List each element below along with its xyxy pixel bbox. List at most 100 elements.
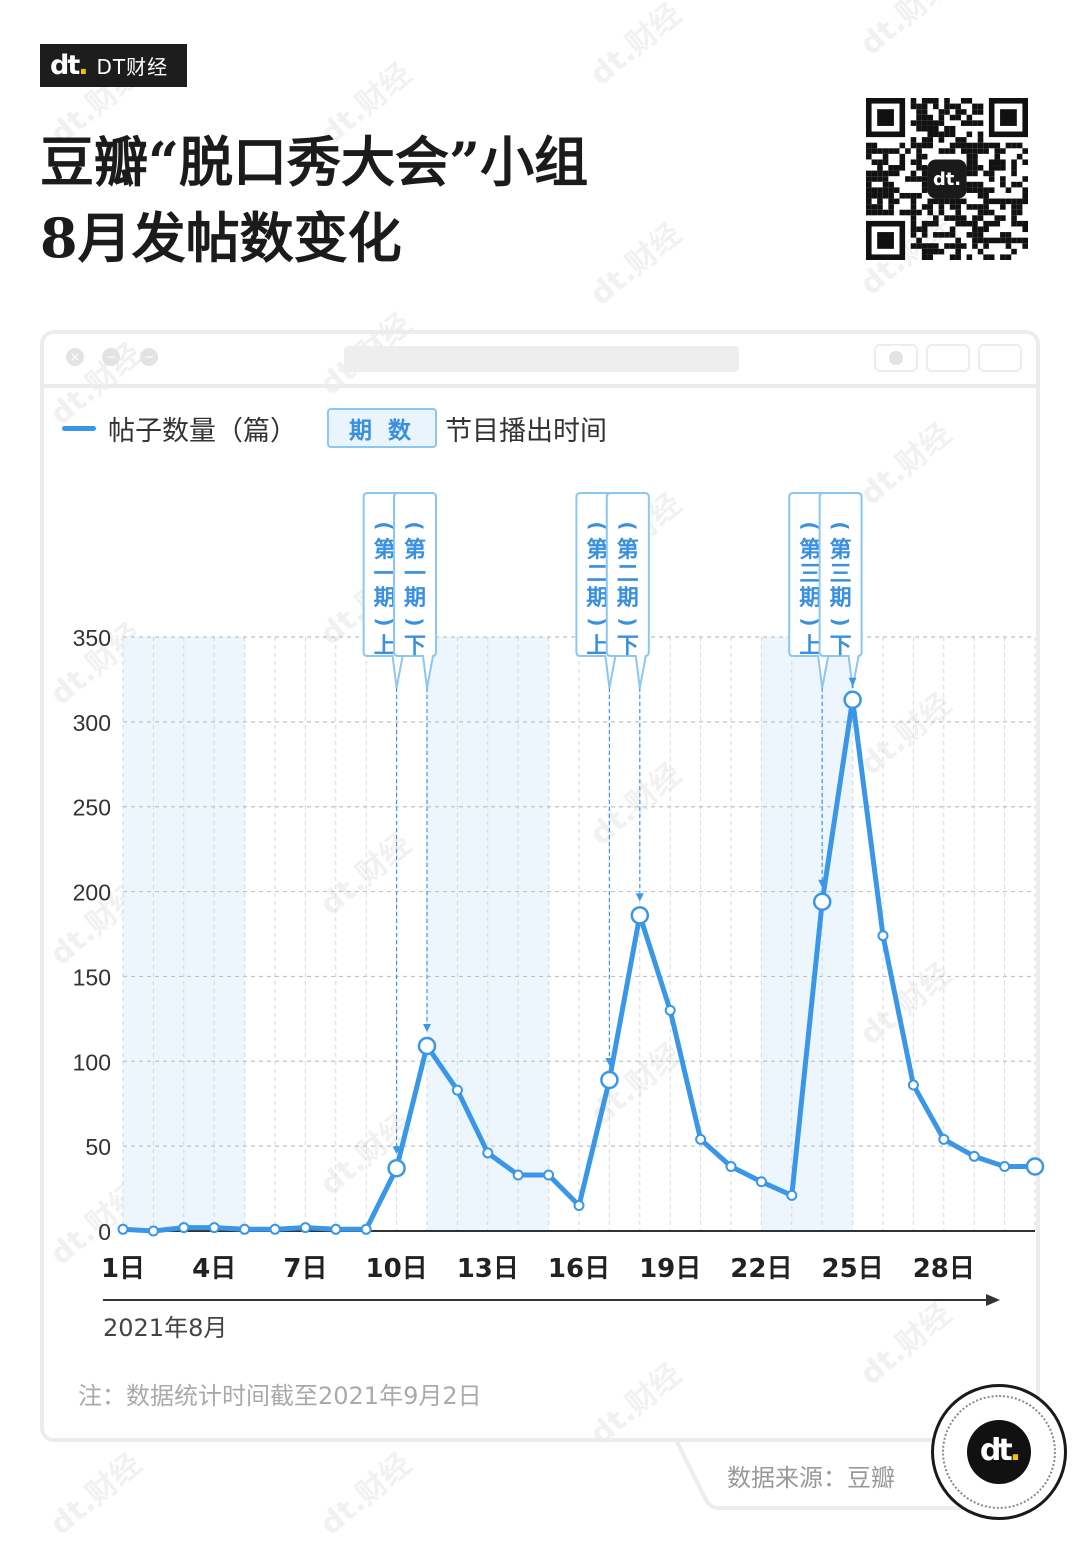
qr-module xyxy=(1016,153,1023,160)
data-point xyxy=(269,1223,281,1235)
qr-module xyxy=(1022,176,1028,182)
qr-module xyxy=(910,137,917,143)
qr-module xyxy=(910,243,917,249)
qr-module xyxy=(882,181,889,188)
x-tick-label: 25日 xyxy=(822,1254,884,1284)
qr-module xyxy=(1005,243,1012,249)
qr-module xyxy=(972,165,978,171)
qr-module xyxy=(983,170,989,177)
qr-module xyxy=(955,109,961,115)
round-brand-logo: dt. xyxy=(931,1384,1067,1520)
qr-module xyxy=(877,209,883,216)
data-point xyxy=(360,1223,372,1235)
qr-module xyxy=(977,142,984,149)
callout-char: ( xyxy=(829,521,853,530)
qr-module xyxy=(938,148,945,154)
qr-module xyxy=(1016,181,1023,188)
qr-module xyxy=(1005,232,1012,238)
qr-module xyxy=(1000,181,1006,188)
qr-module xyxy=(994,215,1001,221)
qr-module xyxy=(882,192,889,199)
qr-module xyxy=(1005,187,1012,193)
qr-module xyxy=(916,109,922,115)
qr-module xyxy=(949,215,956,221)
qr-module xyxy=(966,187,973,193)
data-point xyxy=(299,1222,311,1234)
qr-module xyxy=(888,198,894,205)
qr-module xyxy=(921,220,928,227)
data-point xyxy=(812,892,832,912)
qr-module xyxy=(972,237,978,244)
callout-char: ( xyxy=(585,521,609,530)
qr-module xyxy=(899,192,906,199)
data-source: 数据来源：豆瓣 xyxy=(727,1464,895,1492)
qr-module xyxy=(916,237,922,244)
qr-module xyxy=(1005,237,1012,244)
qr-module xyxy=(916,226,922,233)
callout-char: 第 xyxy=(586,537,608,563)
x-tick-label: 10日 xyxy=(366,1254,428,1284)
qr-module xyxy=(1022,226,1028,233)
qr-module xyxy=(972,109,978,115)
qr-module xyxy=(972,187,978,193)
zoom-icon: − xyxy=(140,348,158,366)
qr-module xyxy=(1022,198,1028,205)
qr-module xyxy=(966,170,973,177)
callout-char: ( xyxy=(403,521,427,530)
qr-module xyxy=(866,148,872,154)
qr-module xyxy=(955,209,961,216)
qr-module xyxy=(983,204,989,210)
qr-module xyxy=(949,254,956,260)
callout-char: ) xyxy=(585,617,609,626)
qr-module xyxy=(921,142,928,149)
qr-module xyxy=(949,103,956,110)
callout-char: ) xyxy=(829,617,853,626)
qr-module xyxy=(921,153,928,160)
qr-module xyxy=(882,170,889,177)
qr-module xyxy=(966,254,973,260)
qr-module xyxy=(910,232,917,238)
qr-module xyxy=(1022,237,1028,244)
qr-module xyxy=(966,165,973,171)
qr-module xyxy=(899,165,906,171)
data-point xyxy=(330,1223,342,1235)
qr-module xyxy=(866,153,872,160)
data-point xyxy=(877,930,889,942)
qr-module xyxy=(893,187,900,193)
data-point xyxy=(843,690,862,710)
qr-module xyxy=(871,204,878,210)
qr-module xyxy=(877,192,883,199)
page-title: 豆瓣“脱口秀大会”小组 8月发帖数变化 xyxy=(40,124,588,276)
callout-arrow-head xyxy=(635,893,644,902)
logo-ring xyxy=(942,1395,1056,1509)
callout-char: 二 xyxy=(617,562,639,587)
qr-module xyxy=(960,120,967,126)
qr-module xyxy=(888,181,894,188)
qr-module xyxy=(977,232,984,238)
data-point xyxy=(178,1222,190,1234)
qr-module xyxy=(966,142,973,149)
qr-module xyxy=(933,243,939,249)
qr-module xyxy=(927,248,934,255)
qr-module xyxy=(955,204,961,210)
qr-module xyxy=(1011,204,1017,210)
qr-module xyxy=(882,148,889,154)
qr-module xyxy=(910,159,917,166)
qr-module xyxy=(927,142,934,149)
qr-module xyxy=(927,137,934,143)
qr-module xyxy=(983,226,989,233)
qr-module xyxy=(1011,215,1017,221)
qr-module xyxy=(871,148,878,154)
qr-module xyxy=(994,237,1001,244)
qr-module xyxy=(1011,237,1017,244)
qr-module xyxy=(910,192,917,199)
qr-module xyxy=(1016,204,1023,210)
callout-char: 上 xyxy=(799,634,821,659)
callout-char: 一 xyxy=(404,562,426,587)
qr-module xyxy=(983,237,989,244)
qr-module xyxy=(972,204,978,210)
qr-module xyxy=(949,204,956,210)
qr-module xyxy=(866,176,872,182)
x-tick-label: 16日 xyxy=(548,1254,610,1284)
qr-module xyxy=(1022,148,1028,154)
